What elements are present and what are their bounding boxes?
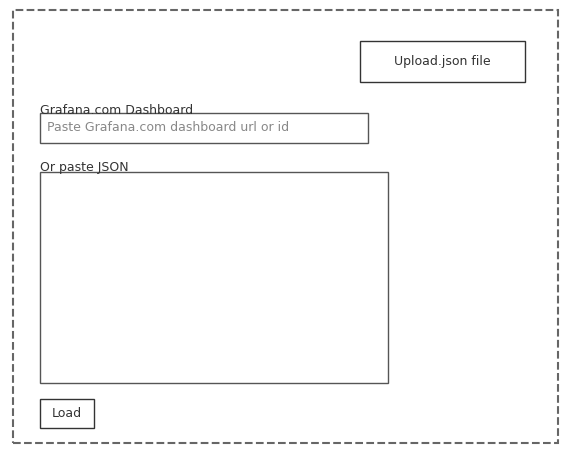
Text: Upload.json file: Upload.json file	[394, 55, 491, 67]
Bar	[40, 399, 94, 428]
Text: Paste Grafana.com dashboard url or id: Paste Grafana.com dashboard url or id	[47, 121, 289, 135]
Bar	[40, 113, 368, 143]
Text: Load: Load	[52, 407, 82, 420]
Bar	[360, 41, 525, 82]
Text: Or paste JSON: Or paste JSON	[40, 161, 128, 174]
Text: Grafana.com Dashboard: Grafana.com Dashboard	[40, 105, 193, 117]
Bar	[40, 172, 388, 383]
